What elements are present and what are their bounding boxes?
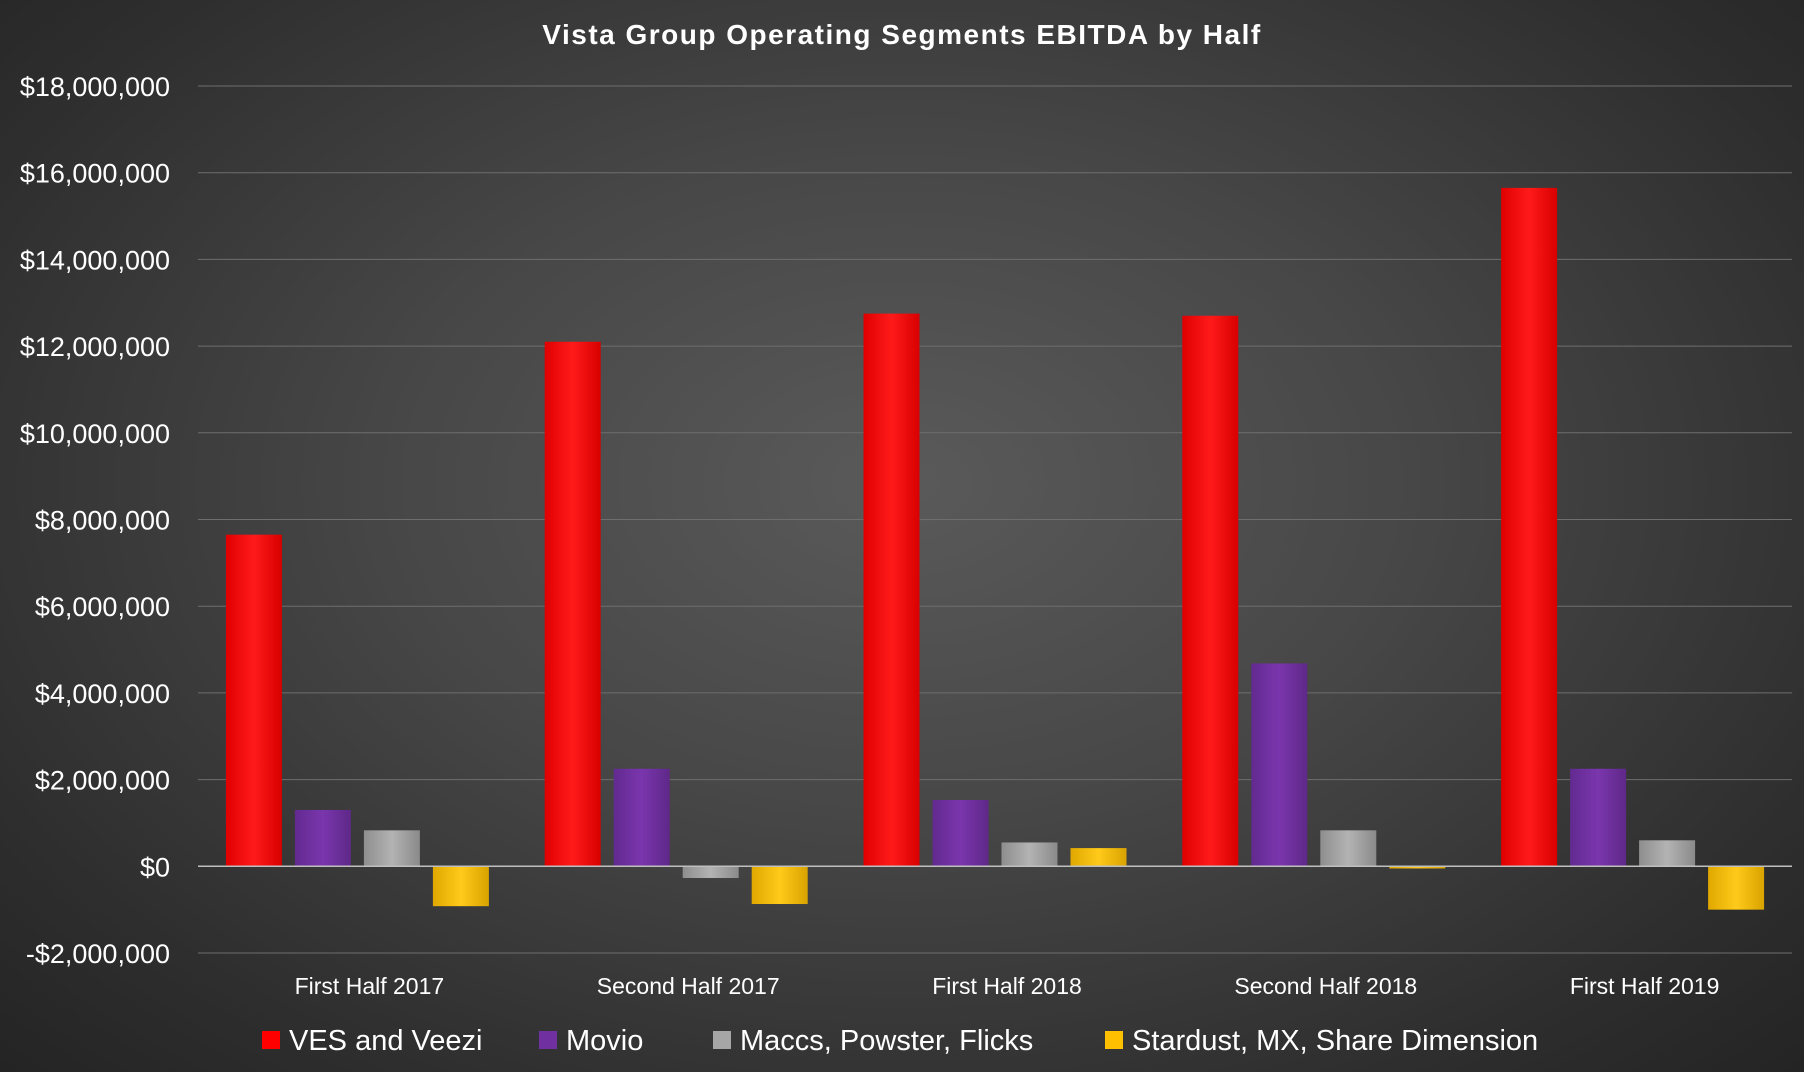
y-axis-tick-labels: -$2,000,000 $0 $2,000,000 $4,000,000 $6,000,… (20, 72, 170, 969)
y-tick-label: $2,000,000 (35, 766, 170, 796)
bar-stardust-mx-share-dimension-3 (1070, 848, 1127, 867)
legend-item-3: Maccs, Powster, Flicks (713, 1025, 1033, 1057)
bar-movio-3 (932, 799, 989, 867)
bar-stardust-mx-share-dimension-4 (1389, 866, 1446, 869)
legend-swatch (713, 1031, 731, 1049)
bar-maccs-powster-flicks-5 (1639, 840, 1696, 867)
legend-label: VES and Veezi (289, 1025, 482, 1057)
x-axis-category-labels: First Half 2017 Second Half 2017 First Hal… (295, 973, 1720, 999)
y-tick-label: $0 (140, 852, 170, 882)
y-tick-label: $16,000,000 (20, 159, 170, 189)
gridlines (198, 85, 1792, 954)
bar-maccs-powster-flicks-1 (363, 830, 420, 867)
bar-ves-and-veezi-1 (225, 534, 282, 867)
legend-item-2: Movio (539, 1025, 643, 1057)
bar-ves-and-veezi-3 (863, 313, 920, 867)
bar-movio-4 (1251, 663, 1308, 867)
x-tick-label: Second Half 2018 (1234, 973, 1417, 999)
chart-title: Vista Group Operating Segments EBITDA by… (542, 19, 1261, 50)
bar-stardust-mx-share-dimension-2 (751, 866, 808, 905)
bar-stardust-mx-share-dimension-1 (432, 866, 489, 907)
y-tick-label: $14,000,000 (20, 245, 170, 275)
legend-label: Stardust, MX, Share Dimension (1132, 1025, 1538, 1057)
bar-maccs-powster-flicks-4 (1320, 830, 1377, 867)
x-tick-label: First Half 2018 (932, 973, 1082, 999)
bar-ves-and-veezi-5 (1501, 187, 1558, 867)
legend: VES and Veezi Movio Maccs, Powster, Flicks… (262, 1025, 1538, 1057)
legend-swatch (262, 1031, 280, 1049)
x-tick-label: First Half 2019 (1570, 973, 1720, 999)
bar-movio-1 (294, 809, 351, 867)
bar-movio-5 (1570, 768, 1627, 867)
bar-maccs-powster-flicks-3 (1001, 842, 1058, 867)
y-tick-label: -$2,000,000 (26, 939, 170, 969)
bar-stardust-mx-share-dimension-5 (1708, 866, 1765, 910)
bar-movio-2 (613, 768, 670, 867)
legend-label: Maccs, Powster, Flicks (740, 1025, 1033, 1057)
legend-item-1: VES and Veezi (262, 1025, 482, 1057)
x-tick-label: First Half 2017 (295, 973, 445, 999)
legend-swatch (1105, 1031, 1123, 1049)
legend-item-4: Stardust, MX, Share Dimension (1105, 1025, 1538, 1057)
y-tick-label: $18,000,000 (20, 72, 170, 102)
legend-swatch (539, 1031, 557, 1049)
y-tick-label: $12,000,000 (20, 332, 170, 362)
bar-ves-and-veezi-4 (1182, 315, 1239, 867)
bar-maccs-powster-flicks-2 (682, 866, 739, 879)
bar-ves-and-veezi-2 (544, 341, 601, 867)
y-tick-label: $10,000,000 (20, 419, 170, 449)
y-tick-label: $6,000,000 (35, 592, 170, 622)
legend-label: Movio (566, 1025, 643, 1057)
y-tick-label: $8,000,000 (35, 506, 170, 536)
x-tick-label: Second Half 2017 (597, 973, 780, 999)
y-tick-label: $4,000,000 (35, 679, 170, 709)
bars (225, 187, 1765, 910)
